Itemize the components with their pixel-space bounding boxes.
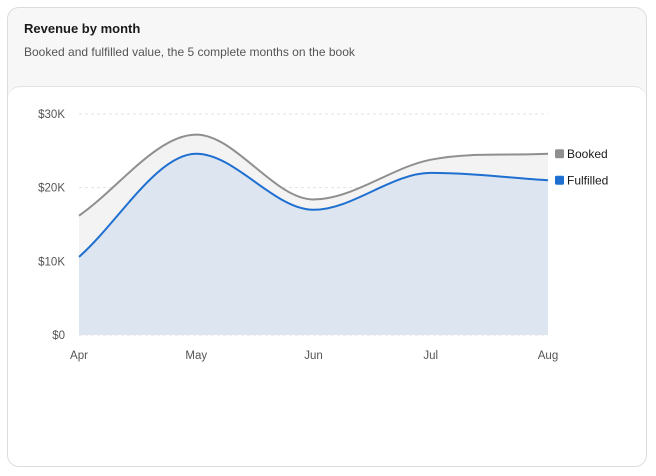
- legend-swatch-booked: [555, 149, 564, 159]
- x-tick-label: Jul: [423, 350, 438, 362]
- series-line-booked: [78, 133, 549, 217]
- y-tick-label: $20K: [38, 183, 65, 195]
- y-axis: $0 $10K $20K $30K: [38, 109, 65, 342]
- x-tick-label: Jun: [304, 350, 323, 362]
- chart-subtitle: Booked and fulfilled value, the 5 comple…: [24, 45, 355, 59]
- card-header: Revenue by month Booked and fulfilled va…: [24, 20, 630, 60]
- series-lines: [78, 133, 549, 258]
- x-tick-label: Aug: [538, 350, 558, 362]
- series-line-fulfilled: [78, 152, 549, 258]
- series-area-fulfilled: [79, 153, 548, 335]
- legend-label-booked: Booked: [567, 147, 608, 161]
- y-tick-label: $10K: [38, 256, 65, 268]
- legend-swatch-fulfilled: [555, 175, 564, 185]
- chart-title: Revenue by month: [24, 21, 141, 36]
- legend-label-fulfilled: Fulfilled: [567, 173, 608, 187]
- x-tick-label: May: [185, 350, 207, 362]
- series-areas: [79, 134, 548, 335]
- legend: Booked Fulfilled: [555, 147, 608, 187]
- x-axis: Apr May Jun Jul Aug: [70, 350, 558, 362]
- x-tick-label: Apr: [70, 350, 88, 362]
- y-tick-label: $0: [52, 330, 65, 342]
- y-tick-label: $30K: [38, 109, 65, 121]
